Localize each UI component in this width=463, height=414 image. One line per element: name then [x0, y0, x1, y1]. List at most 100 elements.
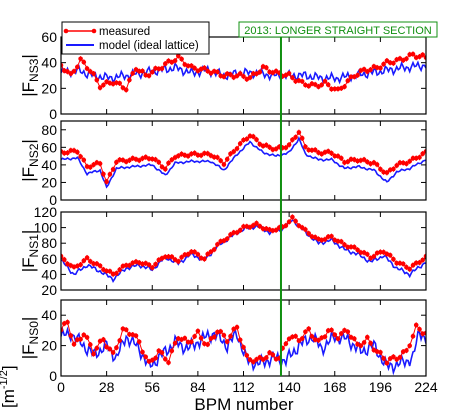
series-model-line	[61, 60, 426, 85]
y-tick-label: 60	[41, 139, 57, 155]
data-point-measured	[290, 75, 295, 80]
panel-frame	[60, 299, 427, 377]
data-point-measured	[293, 218, 298, 224]
data-point-measured	[107, 269, 113, 274]
data-point-measured	[104, 344, 109, 350]
data-point-measured	[290, 214, 295, 220]
data-point-measured	[237, 337, 243, 343]
data-point-measured	[228, 151, 233, 157]
data-point-measured	[329, 234, 334, 239]
data-point-measured	[68, 333, 74, 338]
data-point-measured	[192, 65, 197, 71]
data-point-measured	[257, 69, 263, 75]
data-point-measured	[286, 219, 292, 225]
data-point-measured	[391, 256, 396, 262]
data-point-measured	[107, 346, 113, 352]
data-point-measured	[234, 73, 240, 79]
data-point-measured	[296, 338, 302, 344]
data-point-measured	[215, 155, 220, 160]
data-point-measured	[228, 72, 233, 77]
data-point-measured	[169, 348, 175, 354]
legend-measured-label: measured	[99, 26, 150, 38]
data-point-measured	[378, 350, 383, 355]
data-point-measured	[153, 262, 158, 267]
data-point-measured	[387, 252, 393, 258]
series-model-line	[61, 135, 426, 189]
data-point-measured	[159, 66, 165, 71]
data-point-measured	[404, 348, 409, 353]
data-point-measured	[254, 137, 259, 142]
data-point-measured	[221, 74, 227, 80]
data-point-measured	[381, 356, 386, 361]
panel-data	[61, 319, 426, 376]
data-point-measured	[273, 227, 279, 233]
data-point-measured	[420, 52, 426, 58]
data-point-measured	[84, 255, 90, 260]
data-point-measured	[166, 160, 171, 166]
data-point-measured	[384, 360, 390, 366]
data-point-measured	[306, 326, 312, 332]
data-point-measured	[378, 166, 383, 172]
data-point-measured	[136, 68, 142, 74]
data-point-measured	[114, 345, 119, 351]
x-axis-title: BPM number	[194, 395, 294, 414]
data-point-measured	[237, 71, 243, 76]
data-point-measured	[251, 359, 256, 365]
data-point-measured	[257, 223, 263, 229]
data-point-measured	[176, 259, 181, 264]
data-point-measured	[117, 338, 122, 343]
data-point-measured	[114, 159, 119, 165]
data-point-measured	[123, 263, 129, 268]
data-point-measured	[286, 142, 292, 148]
data-point-measured	[241, 345, 246, 350]
data-point-measured	[339, 239, 344, 244]
data-point-measured	[224, 339, 230, 345]
data-point-measured	[345, 159, 351, 164]
data-point-measured	[91, 261, 96, 267]
data-point-measured	[420, 257, 426, 263]
y-axis-label: |FNS3|	[19, 54, 41, 97]
panel-frame	[60, 120, 427, 201]
data-point-measured	[172, 58, 178, 63]
data-point-measured	[381, 61, 386, 67]
y-tick-label: 60	[41, 251, 57, 267]
data-point-measured	[163, 356, 168, 362]
data-point-measured	[62, 257, 67, 262]
data-point-measured	[185, 339, 191, 345]
panel-frame	[60, 211, 427, 291]
data-point-measured	[260, 226, 266, 232]
legend-model-label: model (ideal lattice)	[99, 40, 199, 52]
data-point-measured	[146, 73, 152, 79]
y-tick-label: 40	[41, 55, 57, 71]
y-axis-label: |FNS1|	[19, 230, 41, 273]
data-point-measured	[211, 247, 217, 252]
data-point-measured	[413, 322, 419, 328]
data-point-measured	[378, 65, 383, 71]
data-point-measured	[88, 164, 93, 170]
y-tick-label: 0	[49, 192, 57, 208]
data-point-measured	[322, 334, 328, 340]
data-point-measured	[104, 268, 109, 274]
data-point-measured	[127, 77, 132, 83]
data-point-measured	[306, 83, 312, 89]
data-point-measured	[241, 224, 246, 229]
data-point-measured	[65, 319, 70, 325]
data-point-measured	[264, 142, 269, 148]
data-point-measured	[286, 336, 292, 342]
data-point-measured	[270, 352, 276, 358]
data-point-measured	[192, 150, 197, 156]
data-point-measured	[78, 154, 83, 159]
data-point-measured	[215, 242, 220, 247]
data-point-measured	[198, 335, 204, 341]
data-point-measured	[335, 153, 341, 159]
y-axis-label: |FNS0|	[19, 317, 41, 360]
data-point-measured	[394, 163, 400, 168]
x-tick-label: 140	[277, 379, 301, 395]
data-point-measured	[267, 144, 272, 150]
data-point-measured	[384, 170, 390, 175]
data-point-measured	[329, 327, 334, 333]
data-point-measured	[224, 236, 230, 242]
data-point-measured	[156, 159, 162, 165]
data-point-measured	[342, 242, 347, 247]
